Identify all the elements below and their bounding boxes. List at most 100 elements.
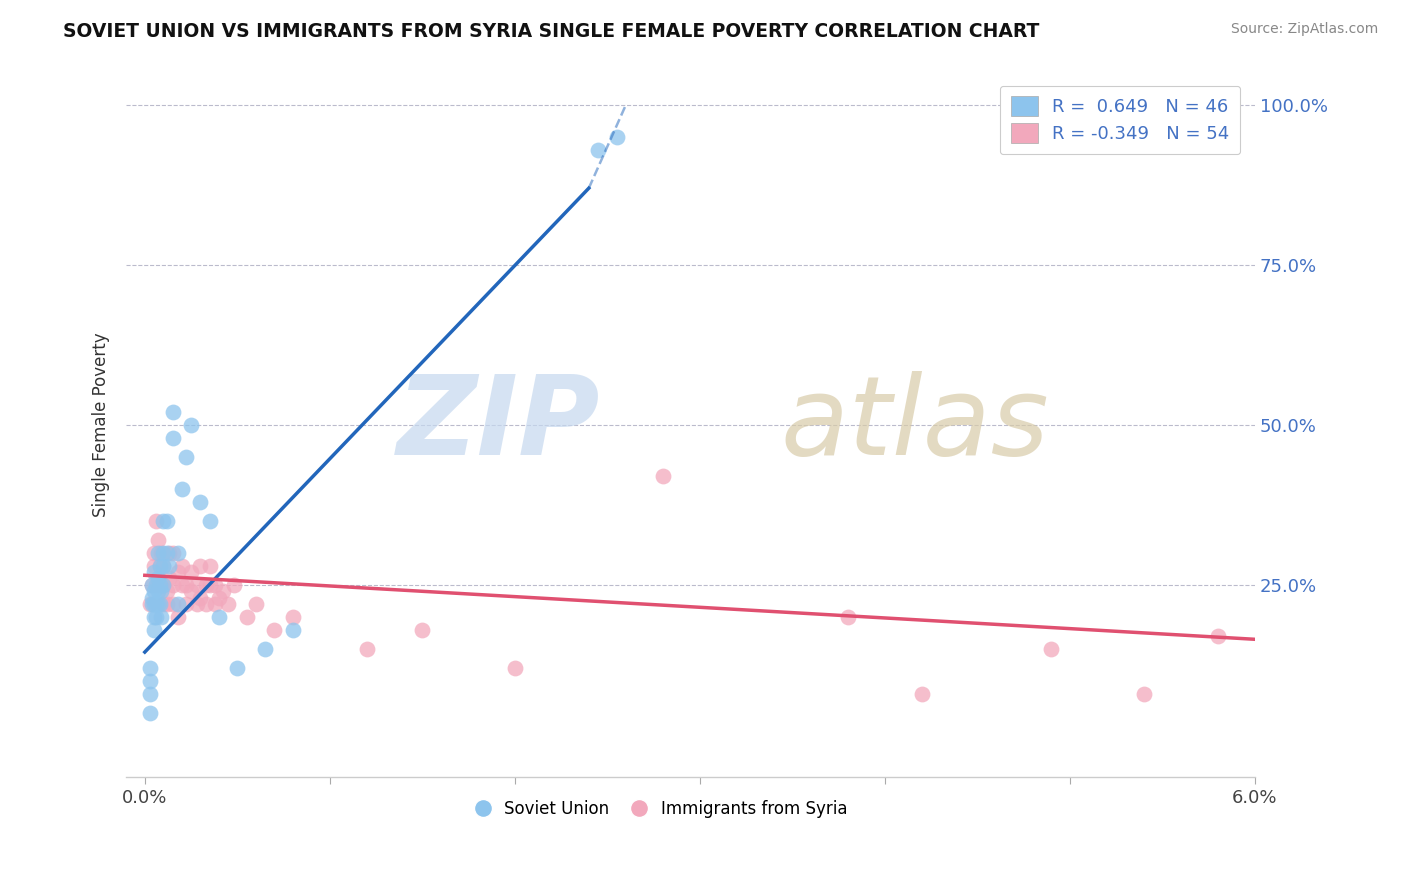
Point [156, 546, 179, 560]
Point [143, 597, 166, 611]
Point [222, 578, 245, 592]
Point [1040, 641, 1063, 656]
Point [149, 558, 172, 573]
Point [146, 572, 169, 586]
Point [152, 514, 174, 528]
Point [143, 610, 166, 624]
Point [157, 572, 180, 586]
Point [146, 578, 169, 592]
Point [217, 597, 239, 611]
Point [503, 661, 526, 675]
Point [162, 546, 184, 560]
Point [162, 431, 184, 445]
Point [167, 565, 190, 579]
Point [141, 578, 163, 592]
Point [150, 546, 173, 560]
Point [263, 623, 285, 637]
Point [180, 565, 202, 579]
Point [152, 558, 174, 573]
Point [145, 578, 167, 592]
Point [198, 578, 221, 592]
Point [145, 610, 167, 624]
Text: Source: ZipAtlas.com: Source: ZipAtlas.com [1230, 22, 1378, 37]
Point [180, 584, 202, 599]
Point [143, 623, 166, 637]
Point [245, 597, 267, 611]
Point [145, 597, 167, 611]
Point [356, 641, 378, 656]
Point [170, 482, 193, 496]
Point [156, 584, 179, 599]
Point [149, 558, 172, 573]
Point [139, 706, 162, 720]
Point [254, 641, 277, 656]
Point [152, 578, 174, 592]
Point [170, 558, 193, 573]
Point [204, 597, 226, 611]
Point [194, 597, 217, 611]
Point [174, 597, 197, 611]
Text: ZIP: ZIP [396, 371, 600, 478]
Point [1206, 629, 1229, 643]
Point [174, 578, 197, 592]
Legend: Soviet Union, Immigrants from Syria: Soviet Union, Immigrants from Syria [460, 794, 855, 825]
Point [1133, 687, 1156, 701]
Point [281, 623, 304, 637]
Point [586, 143, 609, 157]
Point [411, 623, 433, 637]
Point [170, 578, 193, 592]
Point [204, 578, 226, 592]
Point [188, 494, 211, 508]
Point [157, 546, 180, 560]
Point [606, 130, 628, 145]
Point [167, 597, 190, 611]
Point [226, 661, 249, 675]
Point [143, 558, 166, 573]
Point [235, 610, 257, 624]
Point [208, 610, 231, 624]
Point [162, 597, 184, 611]
Point [162, 405, 184, 419]
Point [141, 578, 163, 592]
Point [143, 584, 166, 599]
Point [146, 597, 169, 611]
Point [156, 597, 179, 611]
Point [139, 597, 162, 611]
Point [145, 514, 167, 528]
Point [157, 558, 180, 573]
Point [837, 610, 859, 624]
Y-axis label: Single Female Poverty: Single Female Poverty [93, 333, 110, 517]
Point [146, 546, 169, 560]
Text: atlas: atlas [780, 371, 1049, 478]
Point [152, 597, 174, 611]
Point [194, 578, 217, 592]
Point [198, 514, 221, 528]
Point [152, 578, 174, 592]
Point [167, 610, 190, 624]
Point [174, 450, 197, 464]
Point [150, 584, 173, 599]
Point [139, 673, 162, 688]
Point [139, 687, 162, 701]
Point [188, 591, 211, 605]
Point [188, 558, 211, 573]
Point [141, 591, 163, 605]
Point [911, 687, 934, 701]
Point [149, 578, 172, 592]
Point [208, 591, 231, 605]
Point [186, 578, 208, 592]
Text: SOVIET UNION VS IMMIGRANTS FROM SYRIA SINGLE FEMALE POVERTY CORRELATION CHART: SOVIET UNION VS IMMIGRANTS FROM SYRIA SI… [63, 22, 1039, 41]
Point [149, 597, 172, 611]
Point [146, 533, 169, 547]
Point [152, 558, 174, 573]
Point [156, 514, 179, 528]
Point [186, 597, 208, 611]
Point [167, 546, 190, 560]
Point [143, 565, 166, 579]
Point [281, 610, 304, 624]
Point [141, 597, 163, 611]
Point [146, 584, 169, 599]
Point [152, 546, 174, 560]
Point [143, 546, 166, 560]
Point [180, 417, 202, 432]
